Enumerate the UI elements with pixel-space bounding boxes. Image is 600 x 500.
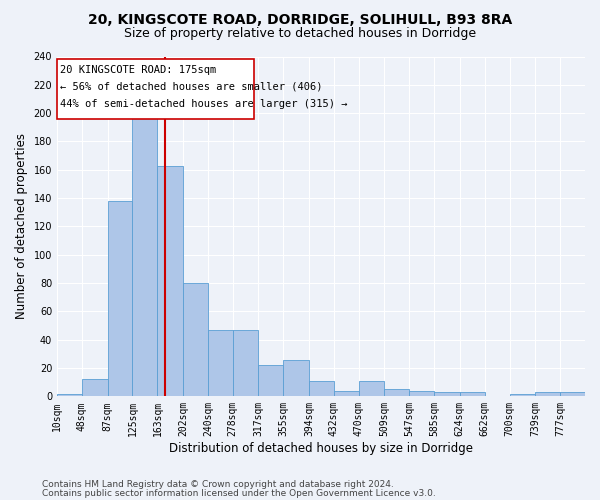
Bar [309,381,334,396]
Bar [157,166,183,396]
Bar [259,365,283,396]
Bar [183,283,208,397]
Bar [57,394,82,396]
Text: ← 56% of detached houses are smaller (406): ← 56% of detached houses are smaller (40… [59,82,322,92]
Bar [107,201,133,396]
Bar [560,392,585,396]
Text: 20, KINGSCOTE ROAD, DORRIDGE, SOLIHULL, B93 8RA: 20, KINGSCOTE ROAD, DORRIDGE, SOLIHULL, … [88,12,512,26]
Bar [233,330,259,396]
Bar [509,394,535,396]
Bar [535,392,560,396]
Bar [208,330,233,396]
Bar [82,380,107,396]
Bar [334,390,359,396]
Y-axis label: Number of detached properties: Number of detached properties [15,134,28,320]
Text: 44% of semi-detached houses are larger (315) →: 44% of semi-detached houses are larger (… [59,99,347,109]
Bar [385,390,409,396]
Text: Size of property relative to detached houses in Dorridge: Size of property relative to detached ho… [124,28,476,40]
Bar [359,381,385,396]
Bar [434,392,460,396]
X-axis label: Distribution of detached houses by size in Dorridge: Distribution of detached houses by size … [169,442,473,455]
FancyBboxPatch shape [57,60,254,119]
Bar [409,390,434,396]
Text: Contains HM Land Registry data © Crown copyright and database right 2024.: Contains HM Land Registry data © Crown c… [42,480,394,489]
Bar [283,360,309,397]
Text: Contains public sector information licensed under the Open Government Licence v3: Contains public sector information licen… [42,489,436,498]
Bar [133,118,157,396]
Text: 20 KINGSCOTE ROAD: 175sqm: 20 KINGSCOTE ROAD: 175sqm [59,65,216,75]
Bar [460,392,485,396]
